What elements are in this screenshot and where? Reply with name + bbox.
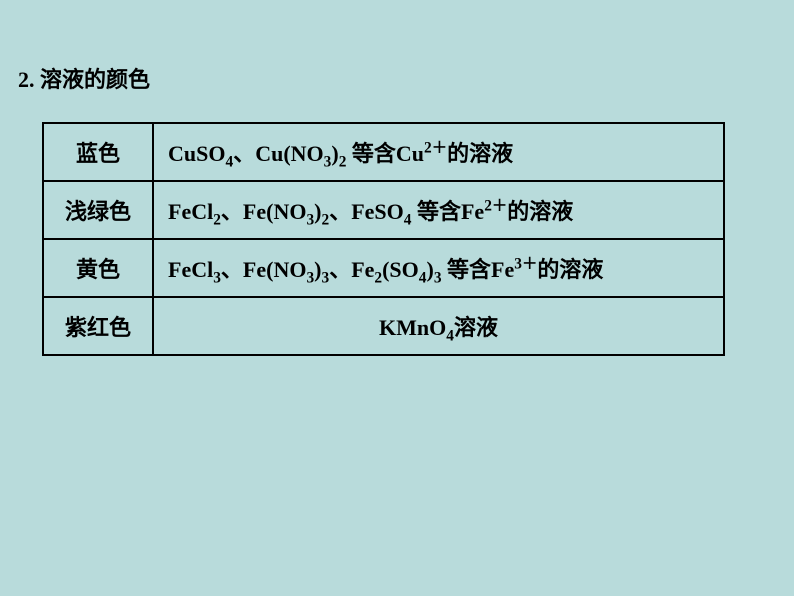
color-cell: 紫红色 <box>43 297 153 355</box>
solution-color-table: 蓝色CuSO4、Cu(NO3)2 等含Cu2＋的溶液浅绿色FeCl2、Fe(NO… <box>42 122 725 356</box>
desc-cell: KMnO4溶液 <box>153 297 724 355</box>
title-text: 溶液的颜色 <box>40 67 150 92</box>
color-cell: 黄色 <box>43 239 153 297</box>
table-row: 蓝色CuSO4、Cu(NO3)2 等含Cu2＋的溶液 <box>43 123 724 181</box>
section-title: 2. 溶液的颜色 <box>18 62 794 94</box>
color-cell: 蓝色 <box>43 123 153 181</box>
color-cell: 浅绿色 <box>43 181 153 239</box>
table-row: 黄色FeCl3、Fe(NO3)3、Fe2(SO4)3 等含Fe3＋的溶液 <box>43 239 724 297</box>
table-row: 浅绿色FeCl2、Fe(NO3)2、FeSO4 等含Fe2＋的溶液 <box>43 181 724 239</box>
desc-cell: FeCl2、Fe(NO3)2、FeSO4 等含Fe2＋的溶液 <box>153 181 724 239</box>
title-number: 2. <box>18 67 35 92</box>
desc-cell: CuSO4、Cu(NO3)2 等含Cu2＋的溶液 <box>153 123 724 181</box>
table-body: 蓝色CuSO4、Cu(NO3)2 等含Cu2＋的溶液浅绿色FeCl2、Fe(NO… <box>43 123 724 355</box>
desc-cell: FeCl3、Fe(NO3)3、Fe2(SO4)3 等含Fe3＋的溶液 <box>153 239 724 297</box>
slide-page: 2. 溶液的颜色 蓝色CuSO4、Cu(NO3)2 等含Cu2＋的溶液浅绿色Fe… <box>0 0 794 596</box>
table-row: 紫红色KMnO4溶液 <box>43 297 724 355</box>
